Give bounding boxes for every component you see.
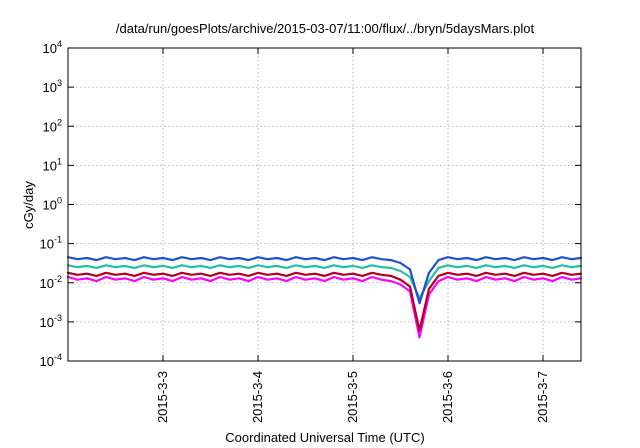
x-tick-label: 2015-3-7 bbox=[535, 371, 550, 423]
x-tick-label: 2015-3-4 bbox=[250, 371, 265, 423]
y-tick-label: 103 bbox=[43, 78, 62, 95]
series-line-2 bbox=[66, 271, 583, 332]
y-tick-label: 10-3 bbox=[40, 313, 62, 330]
y-tick-label: 10-4 bbox=[40, 352, 62, 369]
y-tick-label: 100 bbox=[43, 196, 62, 213]
y-tick-label: 102 bbox=[43, 117, 62, 134]
series-line-4 bbox=[66, 256, 583, 305]
chart-title: /data/run/goesPlots/archive/2015-03-07/1… bbox=[116, 21, 535, 36]
series-layer bbox=[66, 256, 583, 339]
y-axis-label: cGy/day bbox=[21, 181, 36, 229]
x-ticks: 2015-3-3 2015-3-4 2015-3-5 2015-3-6 2015-3-7 bbox=[155, 48, 550, 423]
x-axis-label: Coordinated Universal Time (UTC) bbox=[225, 430, 424, 445]
y-tick-label: 104 bbox=[43, 39, 62, 56]
y-tick-label: 10-1 bbox=[40, 235, 62, 252]
y-tick-label: 101 bbox=[43, 156, 62, 173]
y-tick-label: 10-2 bbox=[40, 274, 62, 291]
x-tick-label: 2015-3-5 bbox=[345, 371, 360, 423]
series-line-1 bbox=[66, 275, 583, 339]
x-tick-label: 2015-3-3 bbox=[155, 371, 170, 423]
series-line-3 bbox=[66, 264, 583, 300]
x-tick-label: 2015-3-6 bbox=[440, 371, 455, 423]
y-ticks: 10-4 10-3 10-2 10-1 100 101 102 103 104 bbox=[40, 39, 581, 369]
grid bbox=[68, 48, 581, 361]
